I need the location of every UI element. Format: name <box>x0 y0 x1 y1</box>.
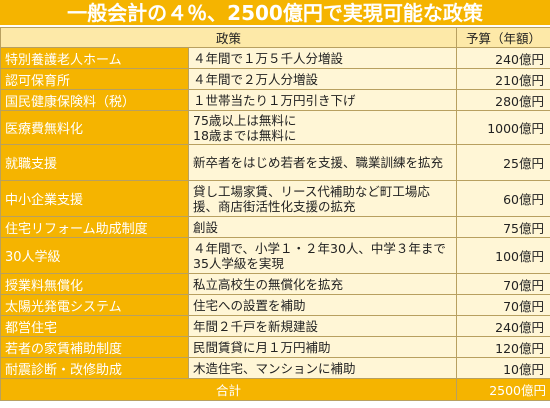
table-row: 国民健康保険料（税） １世帯当たり１万円引き下げ 280億円 <box>0 89 550 111</box>
policy-budget: 1000億円 <box>456 110 550 145</box>
policy-budget: 280億円 <box>456 89 550 111</box>
policy-budget: 100億円 <box>456 237 550 274</box>
total-label: 合計 <box>0 378 458 401</box>
policy-description: 新卒者をはじめ若者を支援、職業訓練を拡充 <box>187 144 458 181</box>
policy-category: 授業料無償化 <box>0 273 189 295</box>
policy-category: 30人学級 <box>0 237 189 274</box>
budget-header: 予算（年額） <box>456 27 550 48</box>
table-row: 特別養護老人ホーム ４年間で１万５千人分増設 240億円 <box>0 47 550 69</box>
table-row: 耐震診断・改修助成 木造住宅、マンションに補助 10億円 <box>0 357 550 379</box>
policy-budget: 10億円 <box>456 357 550 379</box>
policy-budget: 75億円 <box>456 216 550 238</box>
policy-budget: 120億円 <box>456 336 550 358</box>
policy-description: ４年間で２万人分増設 <box>187 68 458 90</box>
policy-category: 特別養護老人ホーム <box>0 47 189 69</box>
table-row: 医療費無料化 75歳以上は無料に 18歳までは無料に 1000億円 <box>0 110 550 145</box>
policy-description: 木造住宅、マンションに補助 <box>187 357 458 379</box>
total-row: 合計 2500億円 <box>0 378 550 401</box>
table-row: 30人学級 ４年間で、小学１・２年30人、中学３年まで35人学級を実現 100億… <box>0 237 550 274</box>
policy-description: 貸し工場家賃、リース代補助など町工場応援、商店街活性化支援の拡充 <box>187 180 458 217</box>
policy-description: 年間２千戸を新規建設 <box>187 315 458 337</box>
policy-description: 住宅への設置を補助 <box>187 294 458 316</box>
policy-category: 医療費無料化 <box>0 110 189 145</box>
policy-table: 政策 予算（年額） 特別養護老人ホーム ４年間で１万５千人分増設 240億円 認… <box>0 27 550 401</box>
table-row: 認可保育所 ４年間で２万人分増設 210億円 <box>0 68 550 90</box>
policy-description: 民間賃貸に月１万円補助 <box>187 336 458 358</box>
figure-title: 一般会計の４％、2500億円で実現可能な政策 <box>0 0 550 27</box>
table-row: 若者の家賃補助制度 民間賃貸に月１万円補助 120億円 <box>0 336 550 358</box>
policy-budget: 70億円 <box>456 294 550 316</box>
table-row: 太陽光発電システム 住宅への設置を補助 70億円 <box>0 294 550 316</box>
policy-category: 太陽光発電システム <box>0 294 189 316</box>
policy-description: 私立高校生の無償化を拡充 <box>187 273 458 295</box>
table-row: 就職支援 新卒者をはじめ若者を支援、職業訓練を拡充 25億円 <box>0 144 550 181</box>
policy-description: ４年間で１万５千人分増設 <box>187 47 458 69</box>
policy-category: 就職支援 <box>0 144 189 181</box>
policy-description: ４年間で、小学１・２年30人、中学３年まで35人学級を実現 <box>187 237 458 274</box>
policy-category: 中小企業支援 <box>0 180 189 217</box>
policy-description: 創設 <box>187 216 458 238</box>
policy-description: １世帯当たり１万円引き下げ <box>187 89 458 111</box>
policy-category: 住宅リフォーム助成制度 <box>0 216 189 238</box>
policy-category: 若者の家賃補助制度 <box>0 336 189 358</box>
policy-budget: 240億円 <box>456 315 550 337</box>
table-header-row: 政策 予算（年額） <box>0 27 550 48</box>
policy-category: 認可保育所 <box>0 68 189 90</box>
policy-budget: 210億円 <box>456 68 550 90</box>
policy-budget: 60億円 <box>456 180 550 217</box>
table-row: 都営住宅 年間２千戸を新規建設 240億円 <box>0 315 550 337</box>
policy-category: 都営住宅 <box>0 315 189 337</box>
policy-budget: 25億円 <box>456 144 550 181</box>
policy-description: 75歳以上は無料に 18歳までは無料に <box>187 110 458 145</box>
policy-header: 政策 <box>0 27 458 48</box>
policy-budget: 240億円 <box>456 47 550 69</box>
table-row: 住宅リフォーム助成制度 創設 75億円 <box>0 216 550 238</box>
table-row: 中小企業支援 貸し工場家賃、リース代補助など町工場応援、商店街活性化支援の拡充 … <box>0 180 550 217</box>
total-budget: 2500億円 <box>456 378 550 401</box>
table-row: 授業料無償化 私立高校生の無償化を拡充 70億円 <box>0 273 550 295</box>
policy-budget: 70億円 <box>456 273 550 295</box>
policy-category: 国民健康保険料（税） <box>0 89 189 111</box>
policy-category: 耐震診断・改修助成 <box>0 357 189 379</box>
